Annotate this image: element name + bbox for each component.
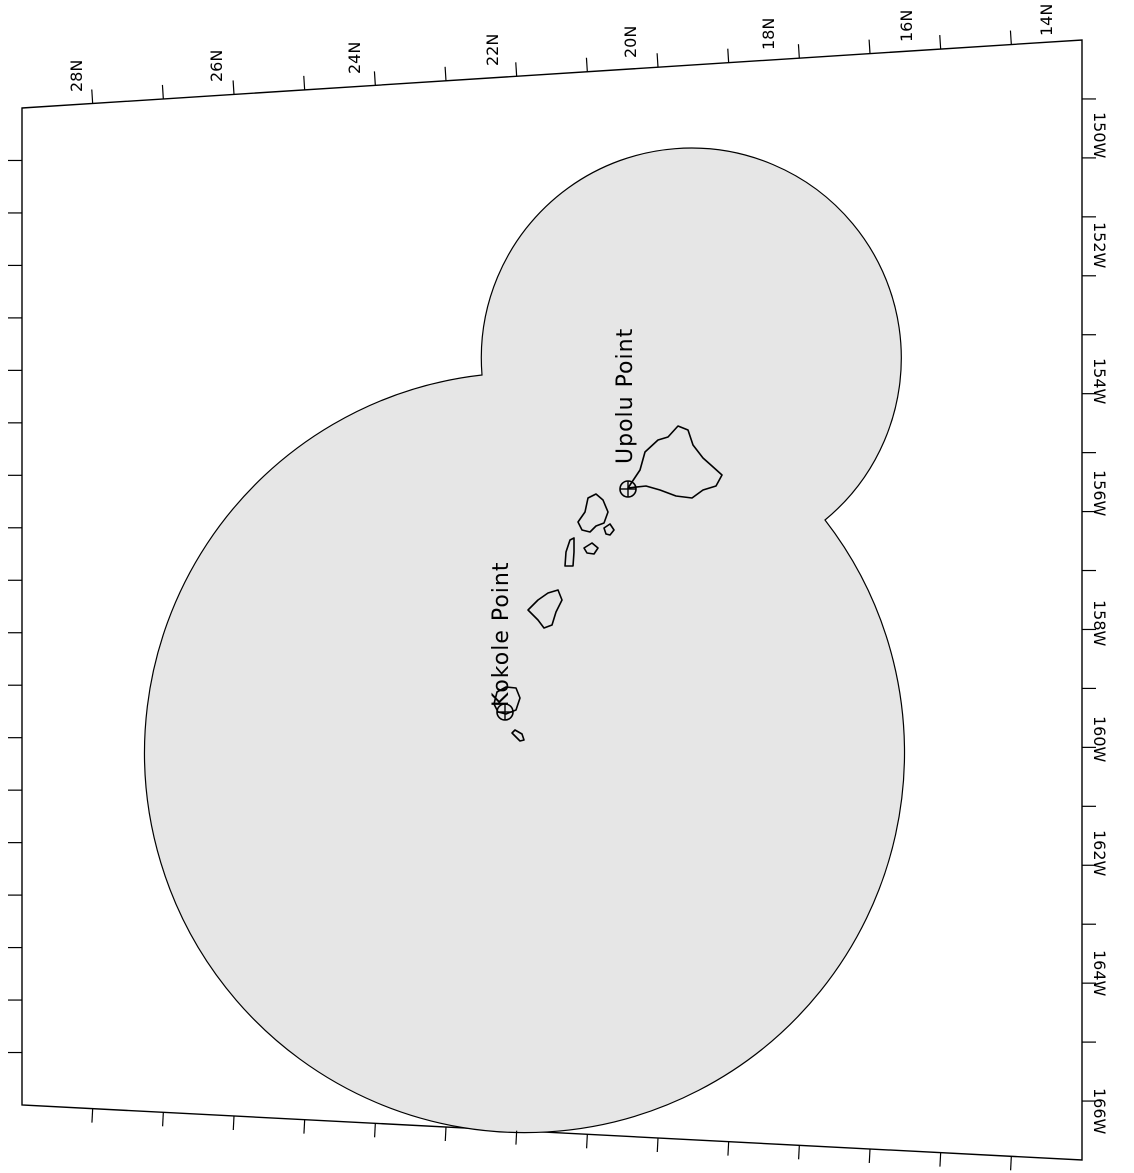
hawaiian-islands	[493, 425, 723, 742]
top-edge-tick	[585, 57, 588, 72]
bottom-edge-tick	[515, 1130, 518, 1145]
bottom-edge-tick	[656, 1137, 659, 1153]
lat-label-22n: 22N	[483, 34, 502, 66]
top-edge-tick	[656, 53, 659, 68]
top-edge-ticks	[91, 30, 1012, 104]
island-maui	[577, 493, 609, 533]
coverage-area	[143, 147, 906, 1134]
lon-label-160w: 160W	[1090, 716, 1109, 763]
lon-label-152w: 152W	[1090, 222, 1109, 269]
top-edge-tick	[515, 62, 518, 77]
top-edge-tick	[727, 48, 730, 63]
lon-label-150w: 150W	[1090, 112, 1109, 159]
bottom-edge-tick	[798, 1145, 800, 1160]
upolu-point-label: Upolu Point	[613, 328, 638, 464]
top-edge-tick	[161, 84, 164, 99]
bottom-edge-tick	[91, 1108, 94, 1123]
island-hawaii	[627, 425, 723, 499]
island-kahoolawe	[603, 523, 615, 536]
bottom-edge-tick	[727, 1141, 730, 1156]
lat-label-24n: 24N	[345, 42, 364, 74]
bottom-edge-ticks	[91, 1108, 1012, 1171]
latitude-labels: 28N 26N 24N 22N 20N 18N 16N 14N	[67, 4, 1056, 92]
top-edge-tick	[232, 80, 235, 95]
right-edge-ticks	[1082, 98, 1096, 1102]
top-edge-tick	[91, 89, 94, 104]
bottom-edge-tick	[868, 1148, 871, 1164]
lon-label-162w: 162W	[1090, 830, 1109, 877]
bottom-edge-tick	[1010, 1156, 1012, 1171]
top-edge-tick	[868, 39, 871, 54]
bottom-edge-tick	[162, 1112, 164, 1127]
left-edge-ticks	[8, 159, 22, 1054]
bottom-edge-tick	[232, 1115, 235, 1131]
lat-label-20n: 20N	[621, 26, 640, 58]
bottom-edge-tick	[939, 1152, 942, 1167]
kokole-point-label: Kokole Point	[489, 562, 514, 707]
bottom-edge-tick	[374, 1123, 376, 1138]
bottom-edge-tick	[586, 1134, 588, 1149]
lon-label-154w: 154W	[1090, 358, 1109, 405]
bottom-edge-tick	[444, 1126, 447, 1142]
top-edge-tick	[373, 71, 376, 86]
island-molokai	[564, 537, 575, 567]
bottom-edge-tick	[303, 1119, 306, 1134]
lon-label-158w: 158W	[1090, 600, 1109, 647]
top-edge-tick	[444, 66, 447, 81]
top-edge-tick	[939, 35, 942, 50]
lon-label-156w: 156W	[1090, 470, 1109, 517]
island-lanai	[583, 542, 599, 555]
top-edge-tick	[303, 75, 306, 90]
upolu-point-marker	[619, 480, 637, 498]
lon-label-164w: 164W	[1090, 950, 1109, 997]
kokole-point-marker	[496, 703, 514, 721]
longitude-labels: 150W 152W 154W 156W 158W 160W 162W 164W …	[1090, 112, 1109, 1135]
lat-label-26n: 26N	[207, 50, 226, 82]
lat-label-14n: 14N	[1037, 4, 1056, 36]
lon-label-166w: 166W	[1090, 1088, 1109, 1135]
top-edge-tick	[797, 44, 800, 59]
lat-label-18n: 18N	[759, 18, 778, 50]
island-niihau	[511, 729, 525, 742]
lat-label-16n: 16N	[897, 10, 916, 42]
top-edge-tick	[1009, 30, 1012, 45]
island-oahu	[527, 589, 563, 629]
lat-label-28n: 28N	[67, 60, 86, 92]
